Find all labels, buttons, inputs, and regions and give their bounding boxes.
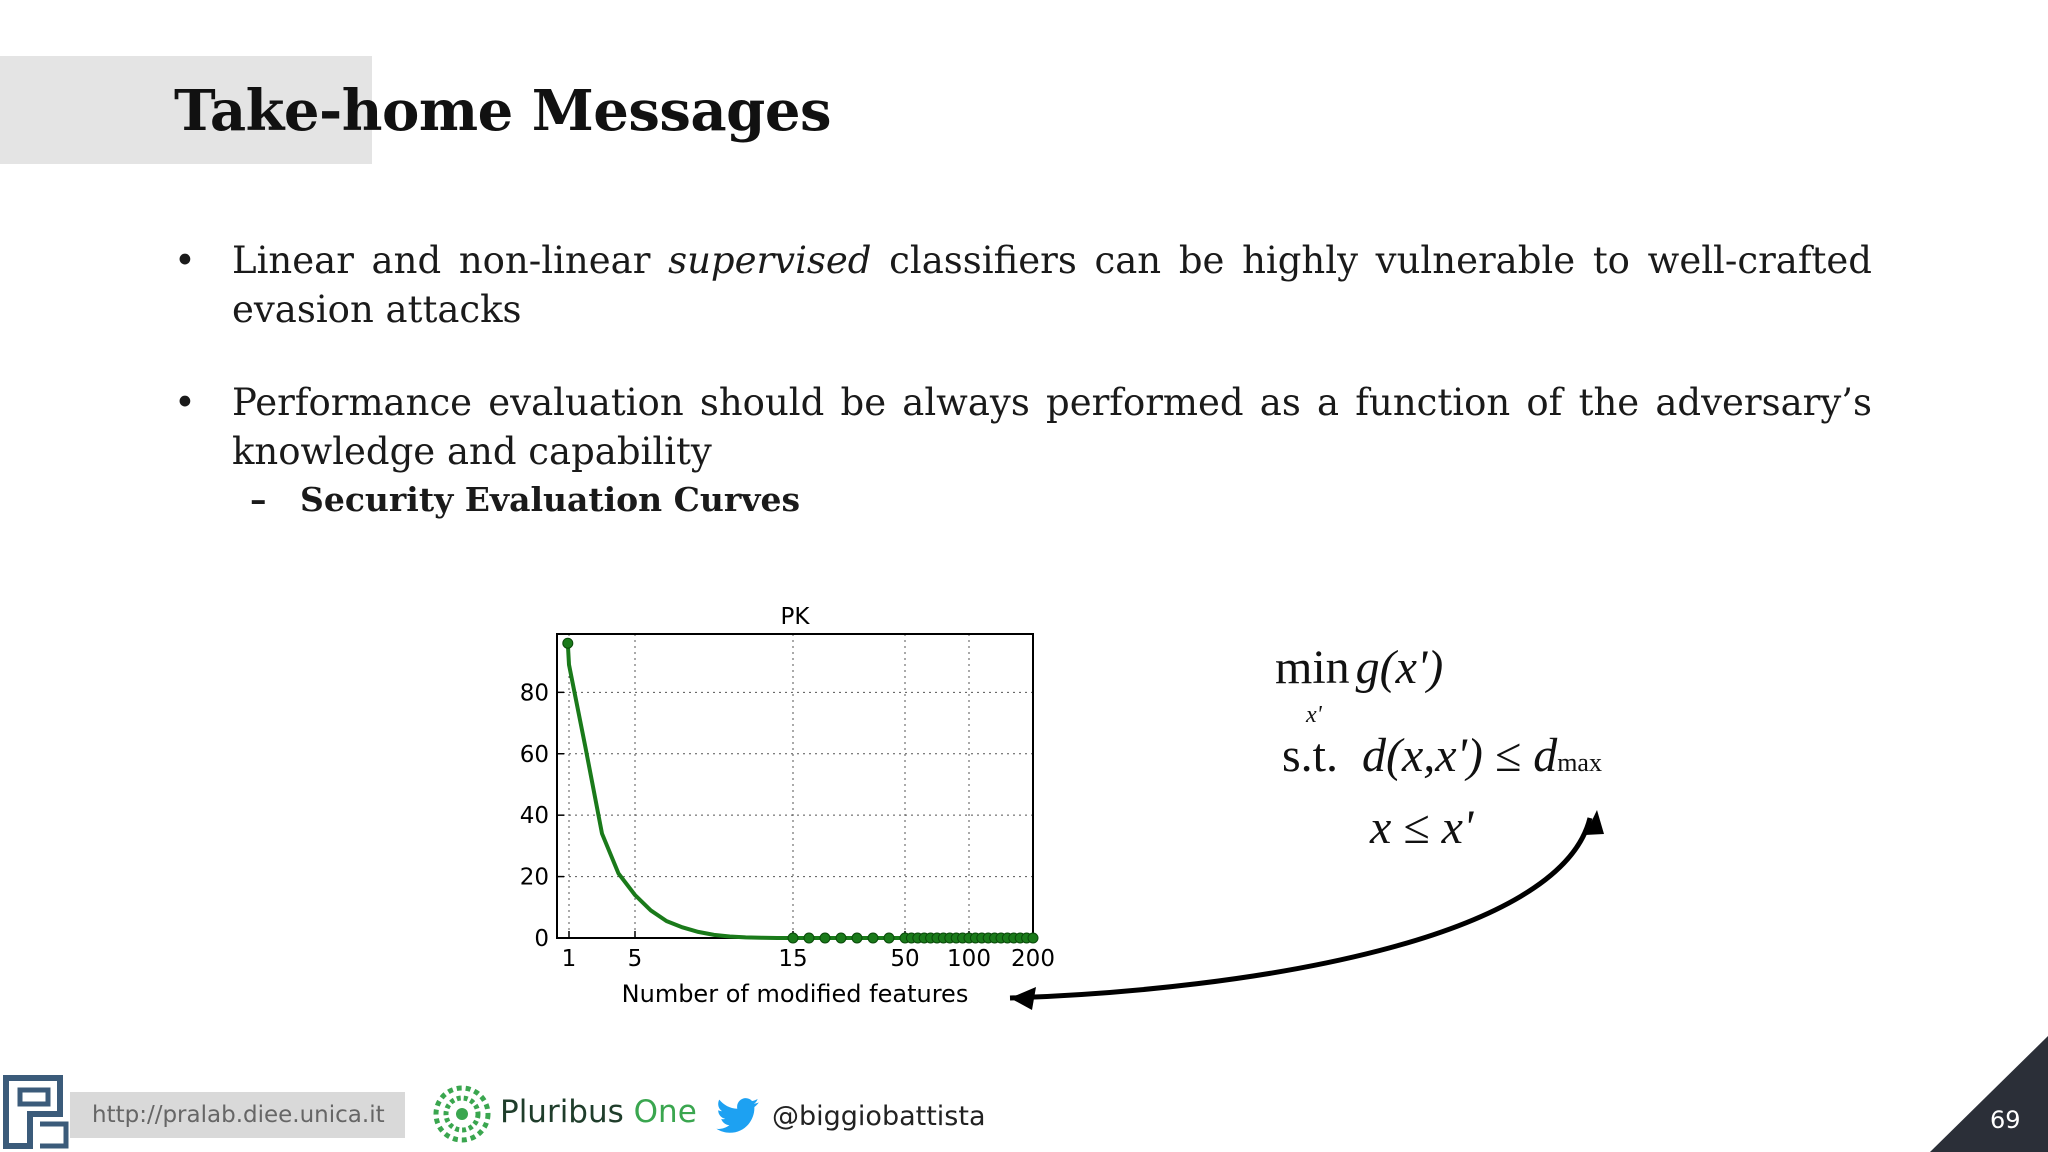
series-line xyxy=(565,643,1033,940)
formula-st: s.t. xyxy=(1282,729,1339,782)
pluribus-one-brand: Pluribus One xyxy=(500,1094,697,1130)
y-tick-label: 20 xyxy=(520,865,549,891)
footer-url[interactable]: http://pralab.diee.unica.it xyxy=(92,1102,385,1128)
bullet-2-text: Performance evaluation should be always … xyxy=(232,381,1872,473)
page-number: 69 xyxy=(1990,1106,2021,1134)
sub-bullet-text: Security Evaluation Curves xyxy=(300,480,801,519)
x-tick-label: 200 xyxy=(1011,946,1055,972)
formula-min: min xyxy=(1275,641,1350,694)
formula-min-subscript: x' xyxy=(1306,702,1322,728)
page-number-corner xyxy=(1930,1036,2048,1152)
bullet-1-text-post: classifiers can be highly vulnerable to … xyxy=(232,239,1872,331)
formula-min-line: min g(x') xyxy=(1275,640,1443,695)
x-tick-label: 5 xyxy=(628,946,643,972)
series-point xyxy=(819,932,831,944)
pralab-logo xyxy=(0,1068,72,1152)
formula-constraint1-line: s.t. d(x,x') ≤ dmax xyxy=(1282,728,1602,783)
series-point xyxy=(883,932,895,944)
sub-bullet: – Security Evaluation Curves xyxy=(250,480,800,519)
pluribus-one-logo-icon xyxy=(433,1085,491,1143)
bullet-1-text-pre: Linear and non-linear xyxy=(232,239,669,282)
optimization-formula: min g(x') x' s.t. d(x,x') ≤ dmax x ≤ x' xyxy=(1270,620,1690,870)
x-tick-label: 50 xyxy=(890,946,919,972)
url-box xyxy=(70,1092,405,1138)
bullet-symbol: • xyxy=(174,239,196,282)
series-point xyxy=(835,932,847,944)
brand-part1: Pluribus xyxy=(500,1094,634,1130)
x-axis-label: Number of modified features xyxy=(622,980,969,1008)
security-evaluation-chart: 0 20 40 60 80 1 5 15 50 100 200 PK Number of modifie… xyxy=(505,588,1065,1018)
title-band xyxy=(0,56,372,164)
y-tick-label: 0 xyxy=(534,926,549,952)
bullet-1-text: Linear and non-linear supervised classif… xyxy=(232,236,1872,334)
y-tick-label: 40 xyxy=(520,803,549,829)
x-tick-label: 15 xyxy=(778,946,807,972)
series-point xyxy=(562,637,574,649)
bullet-symbol: • xyxy=(174,381,196,424)
series-point xyxy=(851,932,863,944)
series-point xyxy=(787,932,799,944)
y-tick-label: 80 xyxy=(520,680,549,706)
twitter-icon xyxy=(716,1098,759,1133)
formula-constraint1: d(x,x') ≤ d xyxy=(1362,729,1558,782)
y-tick-label: 60 xyxy=(520,742,549,768)
series-point xyxy=(867,932,879,944)
brand-part2: One xyxy=(633,1094,697,1130)
series-point xyxy=(1027,932,1039,944)
bullet-1-emphasis: supervised xyxy=(668,239,872,282)
twitter-handle[interactable]: @biggiobattista xyxy=(772,1101,986,1132)
formula-objective: g(x') xyxy=(1355,641,1444,694)
formula-constraint1-sub: max xyxy=(1557,748,1602,777)
x-tick-label: 1 xyxy=(562,946,577,972)
slide-title: Take-home Messages xyxy=(174,78,831,144)
sub-bullet-dash: – xyxy=(250,480,267,519)
chart-title: PK xyxy=(781,604,811,630)
x-tick-label: 100 xyxy=(947,946,991,972)
plot-frame xyxy=(556,633,1034,939)
series-point xyxy=(803,932,815,944)
formula-constraint2: x ≤ x' xyxy=(1370,801,1474,854)
